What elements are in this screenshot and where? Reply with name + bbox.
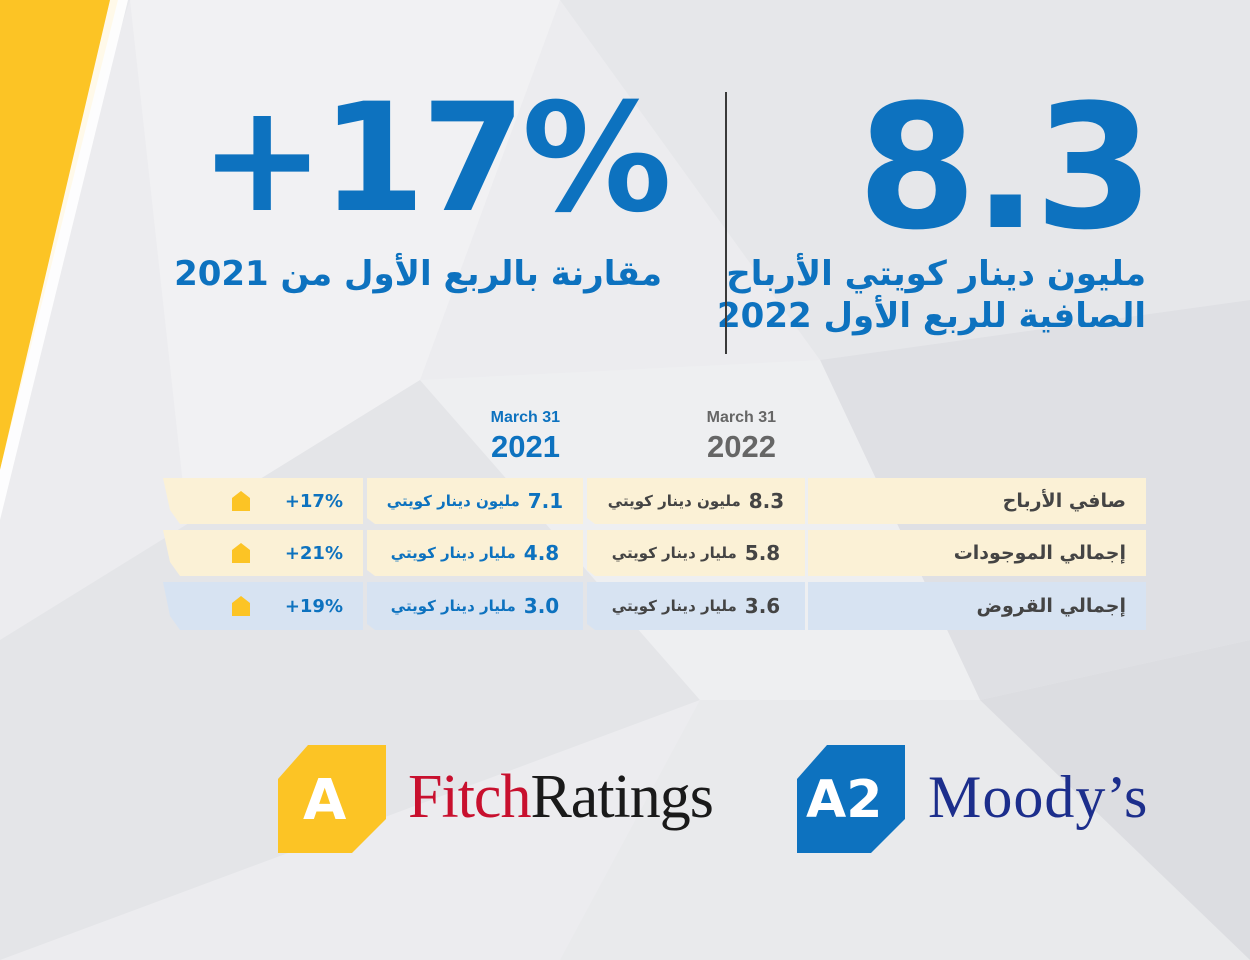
- value-number: 8.3: [748, 489, 785, 513]
- growth-value: +17%: [199, 72, 672, 246]
- row-label-total-loans: إجمالي القروض: [976, 595, 1126, 617]
- moodys-logo: Moody’s: [928, 764, 1149, 830]
- row-label-net-profit: صافي الأرباح: [1002, 490, 1126, 512]
- net-profit-value: 8.3: [857, 67, 1154, 268]
- column-header-year: 2022: [707, 429, 776, 464]
- fitch-rating-badge: [278, 745, 386, 853]
- column-header-date: March 31: [490, 409, 560, 426]
- row-net-profit-change: +17%: [163, 478, 363, 524]
- change-percent: +21%: [284, 542, 343, 564]
- value-unit: مليون دينار كويتي: [607, 492, 741, 510]
- value-number: 7.1: [527, 489, 564, 513]
- value-unit: مليار دينار كويتي: [390, 544, 516, 562]
- value-unit: مليار دينار كويتي: [611, 597, 737, 615]
- moodys-rating-badge: [797, 745, 905, 853]
- value-unit: مليار دينار كويتي: [390, 597, 516, 615]
- value-unit: مليون دينار كويتي: [386, 492, 520, 510]
- net-profit-caption-line1: مليون دينار كويتي الأرباح: [726, 254, 1146, 294]
- value-unit: مليار دينار كويتي: [611, 544, 737, 562]
- row-total-loans-change: +19%: [163, 582, 363, 630]
- fitch-grade: A: [303, 768, 347, 833]
- value-number: 3.0: [523, 594, 560, 618]
- fitch-ratings-logo: FitchRatings: [408, 762, 714, 833]
- hero-divider: [725, 92, 727, 354]
- row-net-profit-2022: 8.3 مليون دينار كويتي: [587, 478, 805, 524]
- change-percent: +17%: [284, 490, 343, 512]
- value-number: 4.8: [523, 541, 560, 565]
- column-header-date: March 31: [706, 409, 776, 426]
- row-total-assets-2022: 5.8 مليار دينار كويتي: [587, 530, 805, 576]
- fitch-logo-part1: Fitch: [408, 763, 531, 831]
- row-label-total-assets: إجمالي الموجودات: [953, 542, 1126, 564]
- increase-arrow-icon: [231, 596, 250, 616]
- row-total-loans-2021: 3.0 مليار دينار كويتي: [367, 582, 583, 630]
- moodys-grade: A2: [806, 770, 883, 830]
- row-total-loans-2022: 3.6 مليار دينار كويتي: [587, 582, 805, 630]
- column-header-year: 2021: [491, 429, 560, 464]
- row-total-assets-change: +21%: [163, 530, 363, 576]
- column-header-2021: March 31 2021: [491, 409, 560, 465]
- row-total-assets-2021: 4.8 مليار دينار كويتي: [367, 530, 583, 576]
- column-header-2022: March 31 2022: [707, 409, 776, 465]
- growth-caption: مقارنة بالربع الأول من 2021: [174, 254, 662, 294]
- value-number: 5.8: [744, 541, 781, 565]
- fitch-logo-part2: Ratings: [530, 763, 713, 831]
- value-number: 3.6: [744, 594, 781, 618]
- change-percent: +19%: [284, 595, 343, 617]
- row-net-profit-2021: 7.1 مليون دينار كويتي: [367, 478, 583, 524]
- increase-arrow-icon: [231, 543, 250, 563]
- increase-arrow-icon: [231, 491, 250, 511]
- net-profit-caption-line2: الصافية للربع الأول 2022: [717, 296, 1146, 336]
